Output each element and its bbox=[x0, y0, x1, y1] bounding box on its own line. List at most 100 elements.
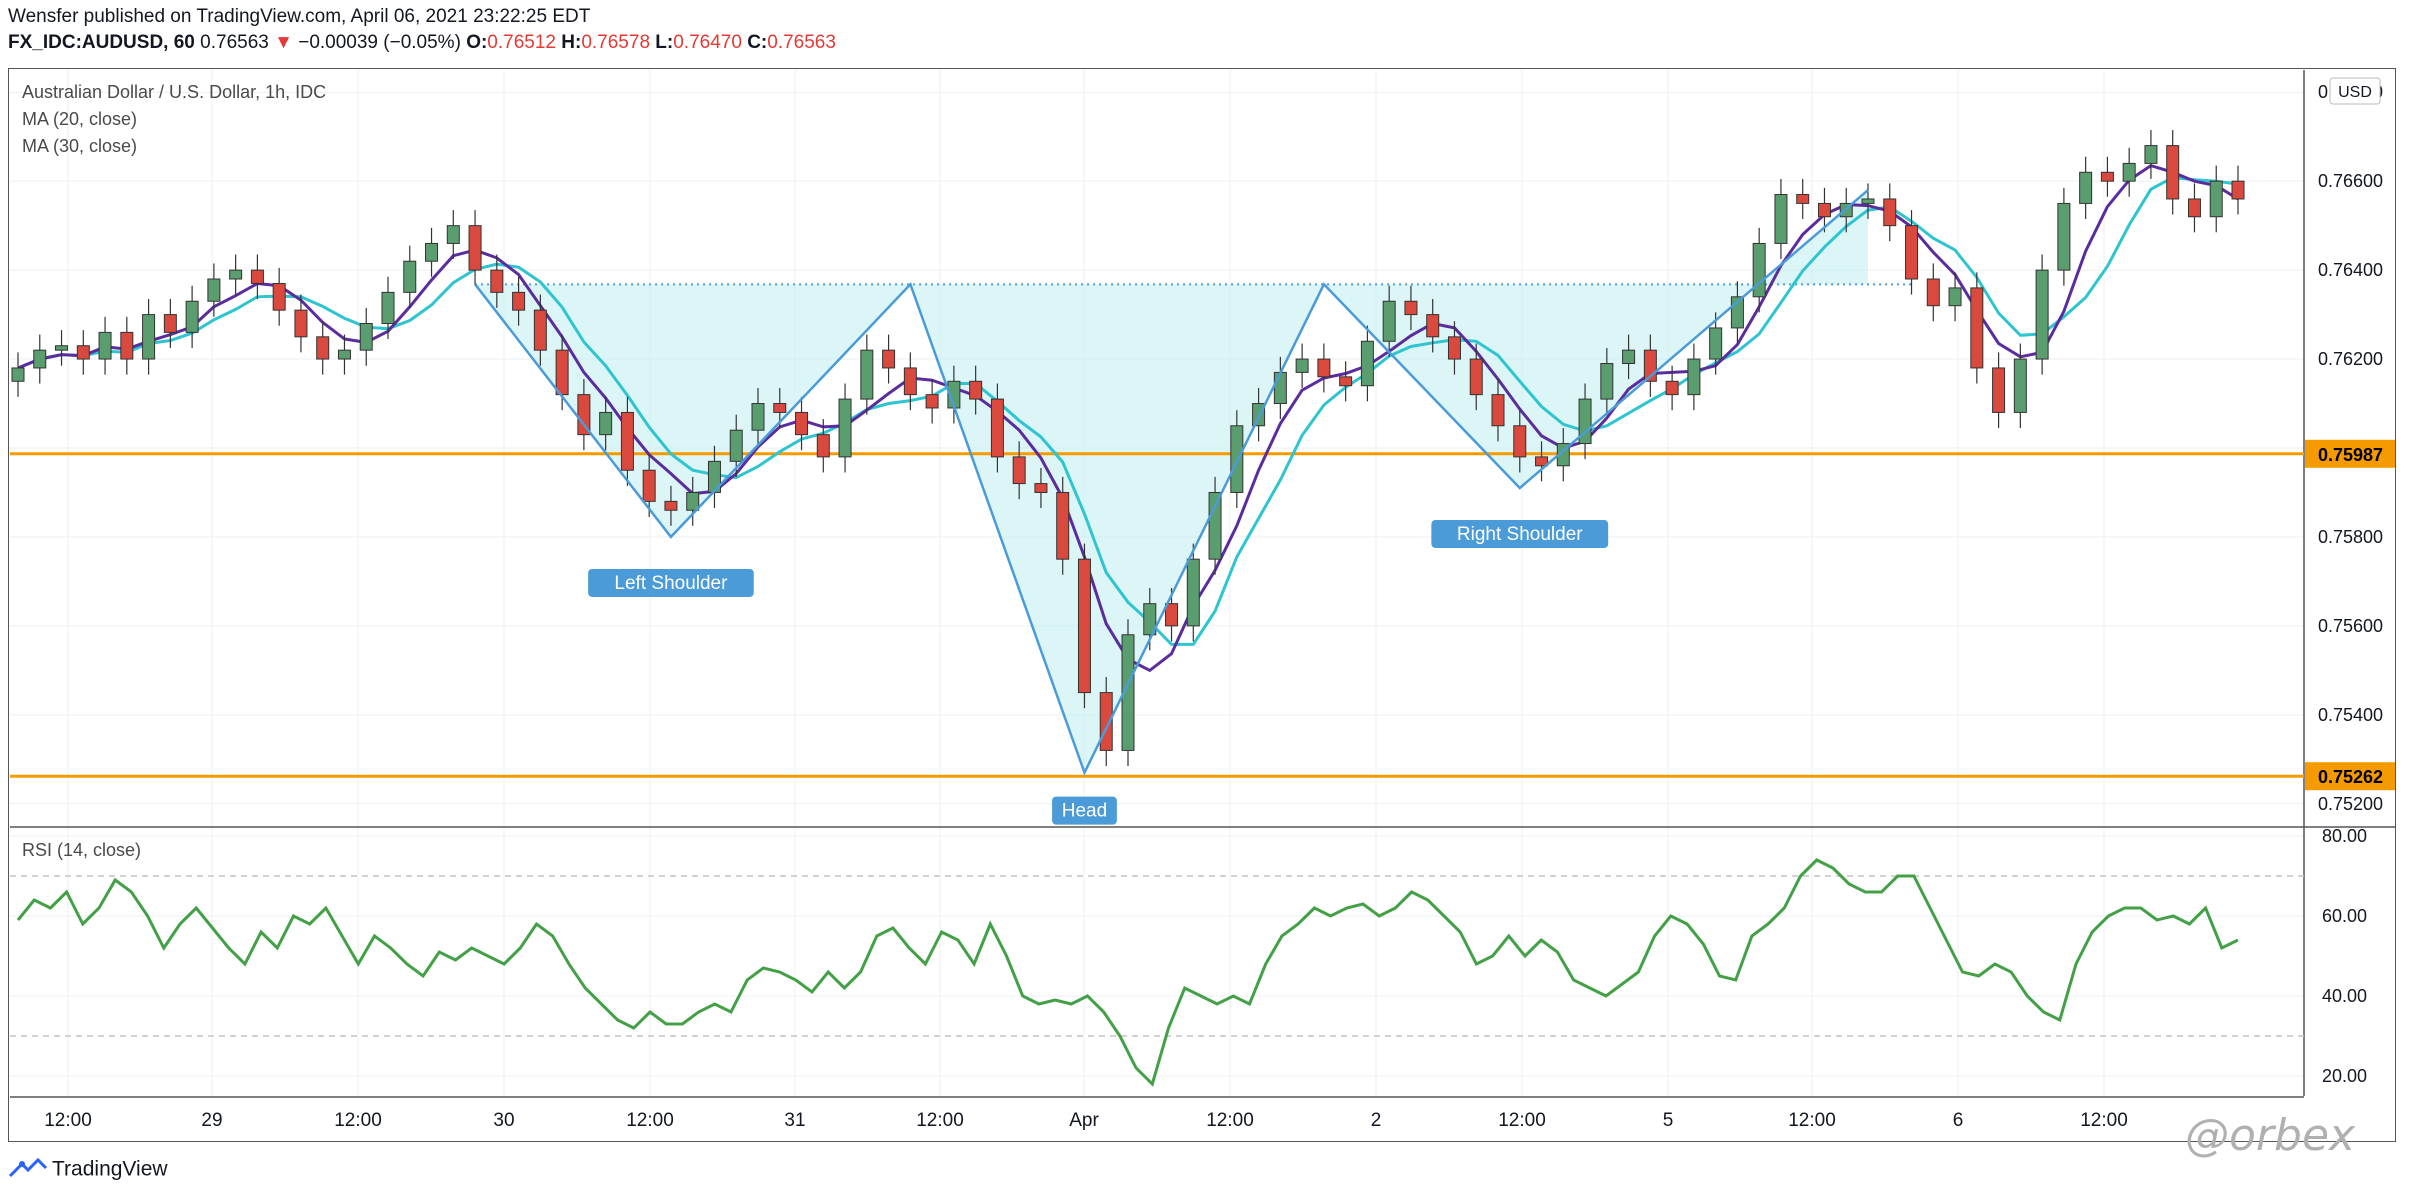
candle-body bbox=[1622, 349, 1636, 365]
last-price: 0.76563 bbox=[200, 32, 269, 53]
price-tick-label: 0.75400 bbox=[2318, 705, 2383, 725]
candle bbox=[620, 396, 634, 486]
candle bbox=[2166, 130, 2180, 215]
candle bbox=[1513, 410, 1527, 473]
candle-body bbox=[1883, 198, 1897, 227]
candle bbox=[1426, 299, 1440, 353]
candle-body bbox=[838, 398, 852, 458]
candle-body bbox=[294, 309, 308, 338]
candle-body bbox=[2013, 358, 2027, 413]
chart-frame bbox=[8, 68, 2396, 1142]
candle bbox=[403, 245, 417, 308]
currency-badge-bg bbox=[2329, 77, 2381, 105]
candle-body bbox=[229, 269, 243, 280]
candle bbox=[1817, 187, 1831, 233]
candle-body bbox=[1208, 491, 1222, 560]
candle-body bbox=[512, 291, 526, 311]
time-tick-label: 12:00 bbox=[626, 1110, 674, 1131]
currency-badge: USD bbox=[2329, 77, 2381, 105]
candle-body bbox=[1817, 202, 1831, 218]
candle bbox=[1883, 183, 1897, 242]
candle-body bbox=[11, 367, 25, 382]
brand-text: TradingView bbox=[52, 1157, 168, 1181]
candle-body bbox=[468, 225, 482, 271]
candle bbox=[2209, 165, 2223, 233]
candle-body bbox=[1535, 456, 1549, 467]
pattern-label-bg bbox=[1052, 796, 1117, 825]
candle-body bbox=[76, 345, 90, 360]
time-tick-label: 12:00 bbox=[1498, 1110, 1546, 1131]
candle bbox=[1317, 343, 1331, 393]
candle bbox=[2187, 183, 2201, 233]
candle-body bbox=[1491, 394, 1505, 427]
candle-body bbox=[990, 398, 1004, 458]
candle bbox=[1469, 343, 1483, 411]
candle bbox=[512, 276, 526, 326]
time-tick-label: 12:00 bbox=[916, 1110, 964, 1131]
candle bbox=[1796, 178, 1810, 219]
candle bbox=[533, 294, 547, 366]
candle-body bbox=[1970, 287, 1984, 369]
candle-body bbox=[751, 403, 765, 431]
candle bbox=[751, 387, 765, 446]
pattern-label-text: Left Shoulder bbox=[614, 573, 728, 594]
candle bbox=[142, 299, 156, 375]
candle-body bbox=[2122, 162, 2136, 182]
legend-title: Australian Dollar / U.S. Dollar, 1h, IDC bbox=[22, 82, 327, 102]
candles bbox=[11, 130, 2245, 766]
candle bbox=[838, 383, 852, 473]
candle bbox=[425, 227, 439, 277]
candle bbox=[359, 307, 373, 366]
candle bbox=[2144, 130, 2158, 179]
candle bbox=[2079, 156, 2093, 219]
candle bbox=[55, 330, 69, 366]
candle-body bbox=[1861, 198, 1875, 204]
candle-body bbox=[664, 500, 678, 511]
candle bbox=[229, 254, 243, 295]
candle-body bbox=[1056, 491, 1070, 560]
candle bbox=[337, 334, 351, 375]
candle bbox=[468, 210, 482, 286]
candle-body bbox=[1077, 558, 1091, 694]
candle-body bbox=[337, 349, 351, 360]
candle bbox=[207, 263, 221, 317]
candle-body bbox=[1948, 287, 1962, 307]
tradingview-brand[interactable]: TradingView bbox=[8, 1156, 168, 1184]
candle-body bbox=[1774, 194, 1788, 244]
time-tick-label: 30 bbox=[493, 1110, 514, 1131]
rsi-tick-label: 80.00 bbox=[2322, 826, 2367, 846]
head-shoulders-pattern bbox=[474, 189, 1869, 776]
candle bbox=[860, 334, 874, 415]
candle bbox=[1339, 361, 1353, 402]
rsi-line bbox=[16, 858, 2239, 1087]
candle-body bbox=[1665, 380, 1679, 396]
candle-body bbox=[1360, 340, 1374, 387]
candle bbox=[1012, 441, 1026, 500]
time-tick-label: 12:00 bbox=[1788, 1110, 1836, 1131]
rsi-tick-label: 60.00 bbox=[2322, 906, 2367, 926]
candle bbox=[2057, 187, 2071, 286]
symbol: FX_IDC:AUDUSD, 60 bbox=[8, 32, 195, 53]
tradingview-logo-icon bbox=[8, 1156, 48, 1184]
candle-body bbox=[1339, 376, 1353, 387]
level-badge: 0.75262 bbox=[2305, 762, 2395, 791]
candle bbox=[1056, 476, 1070, 575]
candle-body bbox=[1992, 367, 2006, 413]
candle-body bbox=[903, 367, 917, 396]
candle-body bbox=[142, 314, 156, 360]
low-label: L: bbox=[655, 32, 674, 53]
time-tick-label: 29 bbox=[201, 1110, 222, 1131]
level-badge-text: 0.75262 bbox=[2318, 767, 2383, 787]
candle bbox=[642, 454, 656, 517]
candle bbox=[381, 276, 395, 340]
candle bbox=[1992, 352, 2006, 428]
pattern-fill bbox=[475, 190, 1868, 773]
candle-body bbox=[55, 345, 69, 351]
close-label: C: bbox=[747, 32, 768, 53]
candle bbox=[1948, 272, 1962, 322]
candle-body bbox=[620, 411, 634, 471]
candle bbox=[1535, 441, 1549, 482]
candle-body bbox=[381, 291, 395, 324]
candle-body bbox=[163, 314, 177, 333]
